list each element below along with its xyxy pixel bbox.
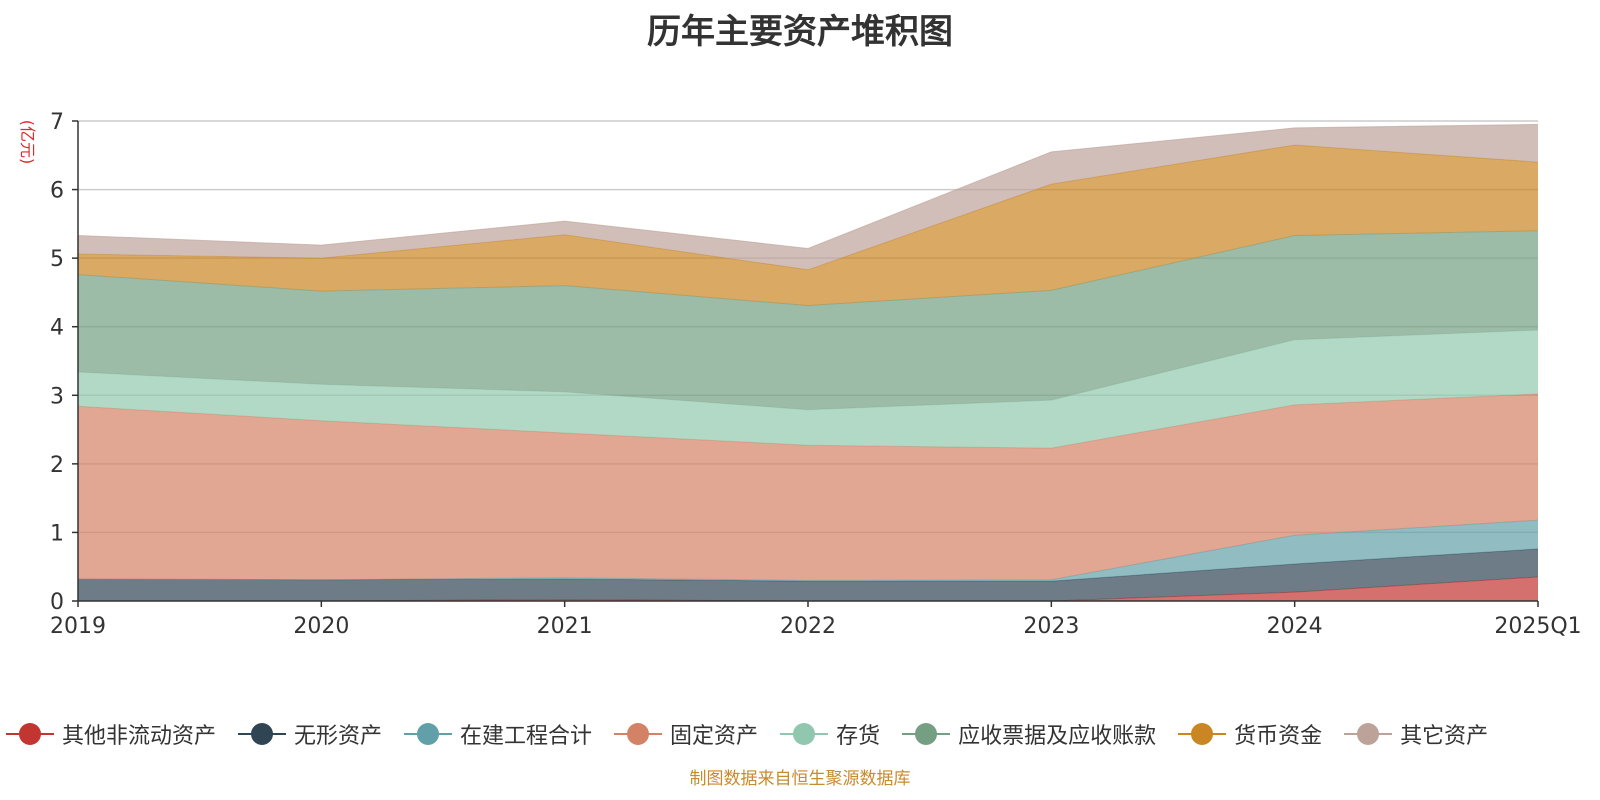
y-tick-label: 6 xyxy=(50,179,64,204)
legend-marker-icon xyxy=(902,722,951,746)
legend-label: 货币资金 xyxy=(1234,724,1323,749)
y-tick-label: 4 xyxy=(50,316,64,341)
x-tick-label: 2025Q1 xyxy=(1494,614,1581,639)
legend-marker-icon xyxy=(614,722,663,746)
chart-title: 历年主要资产堆积图 xyxy=(647,12,953,52)
y-tick-label: 7 xyxy=(50,110,64,135)
source-note: 制图数据来自恒生聚源数据库 xyxy=(689,769,911,789)
legend-item-5[interactable]: 应收票据及应收账款 xyxy=(902,718,1156,750)
area-series-4[interactable] xyxy=(78,330,1538,449)
x-tick-label: 2023 xyxy=(1023,614,1079,639)
legend-marker-icon xyxy=(6,722,54,746)
legend-marker-icon xyxy=(404,722,453,746)
legend-item-1[interactable]: 无形资产 xyxy=(238,718,382,750)
area-series-3[interactable] xyxy=(78,393,1538,581)
area-series-2[interactable] xyxy=(78,520,1538,582)
axis-layer: 0 1 2 3 4 5 6 7 2019 2020 2021 2022 2023 2024 2025Q1 xyxy=(50,110,1582,639)
y-axis-unit-label: (亿元) xyxy=(18,120,37,165)
legend-label: 其它资产 xyxy=(1400,724,1489,749)
x-tick-label: 2019 xyxy=(50,614,106,639)
legend-label: 存货 xyxy=(836,724,881,749)
legend-label: 无形资产 xyxy=(294,724,383,749)
legend-item-6[interactable]: 货币资金 xyxy=(1178,718,1322,750)
legend-label: 应收票据及应收账款 xyxy=(958,724,1157,749)
legend-item-3[interactable]: 固定资产 xyxy=(614,718,758,750)
area-layer xyxy=(77,123,1539,602)
y-tick-label: 0 xyxy=(50,590,64,615)
y-tick-label: 1 xyxy=(50,521,64,546)
y-tick-label: 3 xyxy=(50,384,64,409)
legend-label: 在建工程合计 xyxy=(460,724,593,749)
legend-marker-icon xyxy=(238,722,287,746)
legend-item-2[interactable]: 在建工程合计 xyxy=(404,718,592,750)
legend-marker-icon xyxy=(1344,722,1393,746)
x-tick-label: 2021 xyxy=(537,614,593,639)
legend-item-7[interactable]: 其它资产 xyxy=(1344,718,1488,750)
legend-label: 固定资产 xyxy=(670,724,759,749)
area-series-0[interactable] xyxy=(78,577,1538,601)
y-tick-label: 2 xyxy=(50,453,64,478)
legend-item-0[interactable]: 其他非流动资产 xyxy=(6,718,216,750)
x-tick-label: 2020 xyxy=(293,614,349,639)
area-series-1[interactable] xyxy=(78,548,1538,601)
area-series-6[interactable] xyxy=(78,145,1538,306)
x-tick-label: 2022 xyxy=(780,614,836,639)
series-line-7 xyxy=(77,123,1539,250)
legend-marker-icon xyxy=(1178,722,1227,746)
legend-marker-icon xyxy=(780,722,829,746)
x-tick-label: 2024 xyxy=(1267,614,1323,639)
area-series-5[interactable] xyxy=(78,230,1538,410)
legend-item-4[interactable]: 存货 xyxy=(780,718,880,750)
y-tick-label: 5 xyxy=(50,247,64,272)
legend-label: 其他非流动资产 xyxy=(62,724,217,749)
legend: 其他非流动资产 无形资产 在建工程合计 固定资产 存货 应收票据及应收账款 货币资金 其它资产 xyxy=(6,716,1600,752)
